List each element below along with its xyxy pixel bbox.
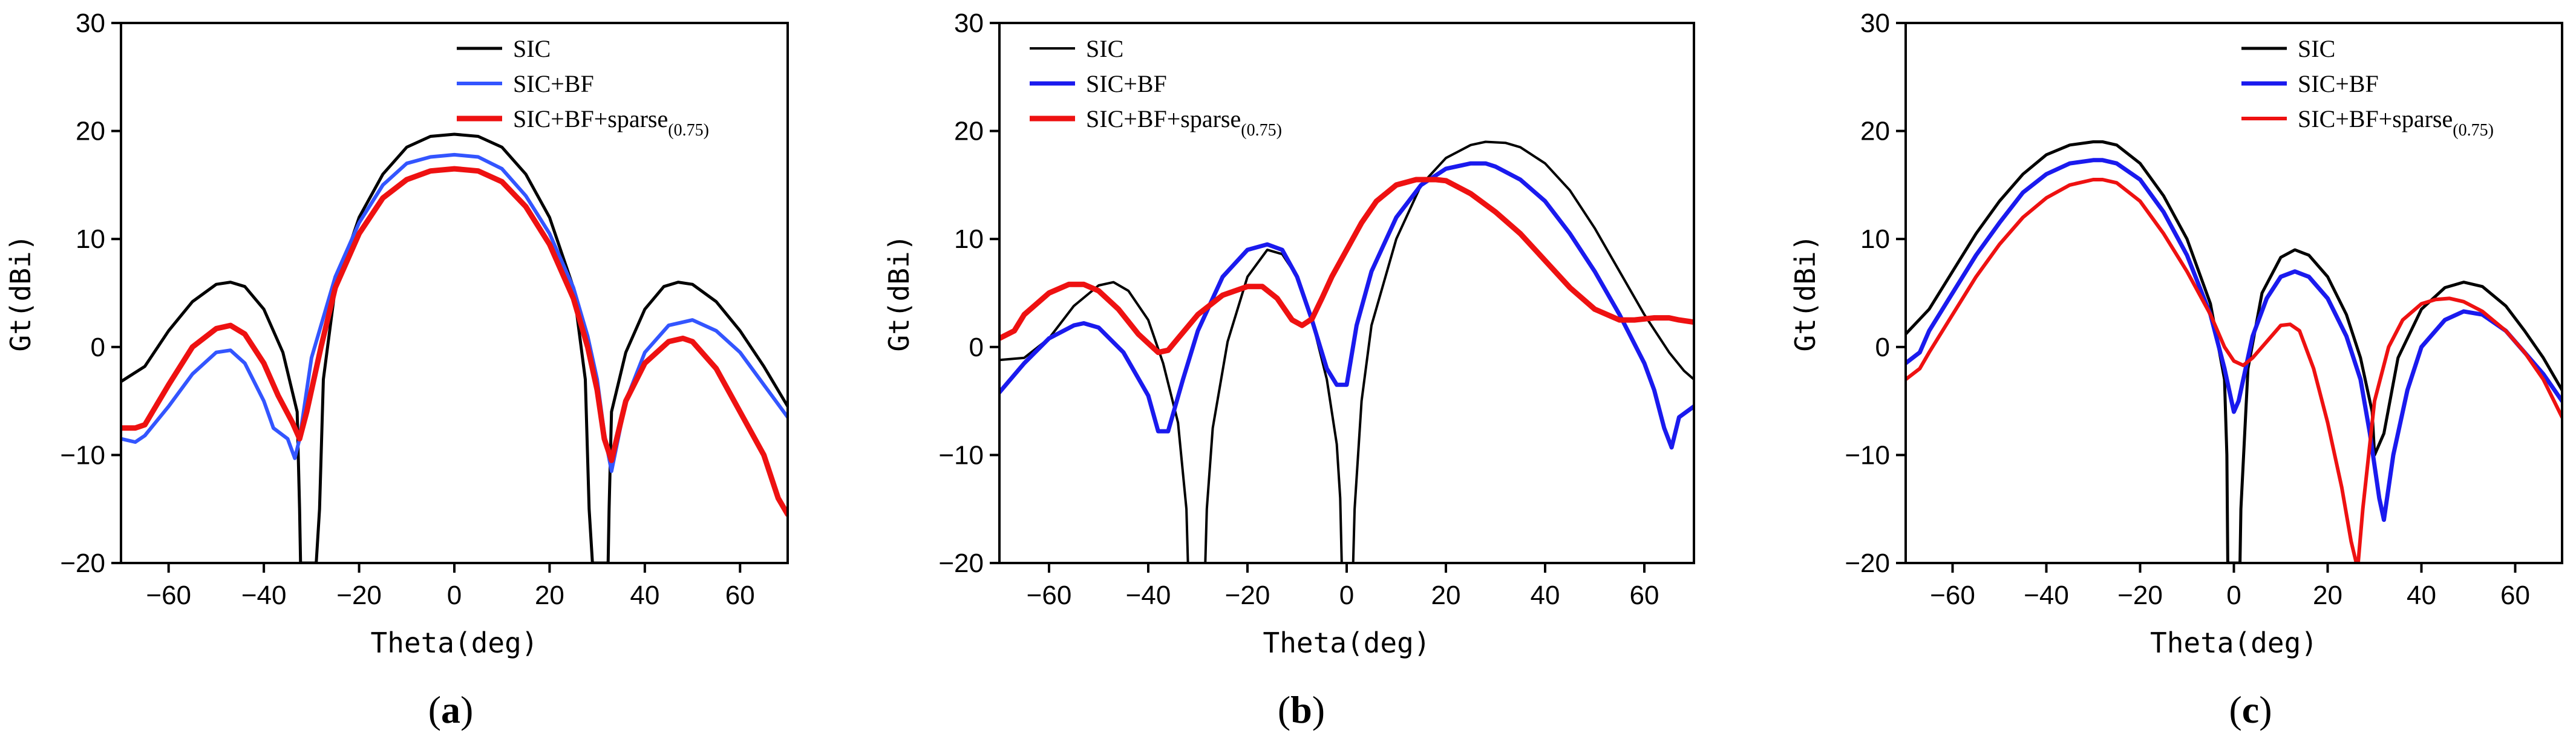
- x-axis-title: Theta(deg): [2150, 627, 2318, 659]
- y-tick-label: 30: [1860, 8, 1890, 38]
- x-tick-label: −60: [146, 581, 191, 610]
- x-tick-label: 0: [2226, 581, 2241, 610]
- series-line-1: [121, 132, 788, 563]
- series-line-1: [999, 140, 1694, 563]
- y-axis-title: Gt(dBi): [883, 235, 915, 352]
- legend-label-2: SIC+BF: [2298, 70, 2379, 97]
- x-axis-title: Theta(deg): [371, 627, 538, 659]
- legend-subscript: (0.75): [668, 121, 709, 140]
- legend-label-2: SIC+BF: [1086, 70, 1167, 97]
- y-tick-label: 10: [76, 224, 105, 254]
- x-tick-label: 60: [2500, 581, 2530, 610]
- y-tick-label: −10: [938, 440, 984, 470]
- x-tick-label: 20: [1431, 581, 1461, 610]
- series-line-3: [999, 177, 1694, 356]
- series-line-2: [999, 161, 1694, 450]
- y-tick-label: 30: [954, 8, 984, 38]
- legend-label-1: SIC: [1086, 35, 1123, 62]
- x-tick-label: 20: [535, 581, 564, 610]
- y-tick-label: 0: [969, 333, 984, 362]
- chart-panel-b: −60 −40 −20 0 20 40 60 −20 −10 0 10 20 30 Theta(deg) G…: [883, 8, 1695, 731]
- x-tick-label: 60: [725, 581, 755, 610]
- y-axis-title: Gt(dBi): [1789, 235, 1822, 352]
- x-tick-label: 0: [447, 581, 462, 610]
- y-tick-label: 20: [76, 117, 105, 146]
- x-tick-label: 40: [1531, 581, 1560, 610]
- x-tick-label: −60: [1930, 581, 1975, 610]
- y-tick-label: −20: [1845, 549, 1890, 578]
- chart-panel-a: −60 −40 −20 0 20 40 60 −20 −10 0 10 20 30 Theta(deg) G…: [4, 8, 789, 731]
- legend-subscript: (0.75): [1241, 121, 1282, 140]
- panel-label: (a): [428, 688, 474, 731]
- legend-label-2: SIC+BF: [513, 70, 594, 97]
- y-tick-label: 10: [1860, 224, 1890, 254]
- y-tick-label: 0: [91, 333, 105, 362]
- x-tick-label: 40: [2407, 581, 2436, 610]
- x-tick-label: −20: [336, 581, 382, 610]
- y-tick-label: 20: [954, 117, 984, 146]
- series-line-3: [121, 166, 788, 518]
- y-tick-label: 0: [1875, 333, 1890, 362]
- x-tick-label: −40: [1126, 581, 1171, 610]
- y-tick-label: 10: [954, 224, 984, 254]
- y-tick-label: −20: [60, 549, 105, 578]
- x-tick-label: −40: [2024, 581, 2069, 610]
- panel-label: (c): [2229, 688, 2272, 731]
- x-tick-label: 40: [630, 581, 659, 610]
- chart-panel-c: −60 −40 −20 0 20 40 60 −20 −10 0 10 20 30 Theta(deg) G…: [1789, 8, 2563, 731]
- series-line-2: [121, 152, 788, 474]
- x-tick-label: 0: [1339, 581, 1354, 610]
- panel-label: (b): [1278, 688, 1325, 731]
- y-axis-title: Gt(dBi): [4, 235, 37, 352]
- series-line-3: [1906, 178, 2562, 563]
- x-tick-label: −20: [2117, 581, 2163, 610]
- x-tick-label: 20: [2313, 581, 2342, 610]
- legend-label-1: SIC: [2298, 35, 2335, 62]
- x-tick-label: −20: [1225, 581, 1270, 610]
- x-tick-label: −60: [1027, 581, 1072, 610]
- y-tick-label: −20: [938, 549, 984, 578]
- y-tick-label: −10: [1845, 440, 1890, 470]
- legend-subscript: (0.75): [2453, 121, 2494, 140]
- y-tick-label: 30: [76, 8, 105, 38]
- legend-label-1: SIC: [513, 35, 551, 62]
- x-tick-label: 60: [1630, 581, 1659, 610]
- y-tick-label: 20: [1860, 117, 1890, 146]
- y-tick-label: −10: [60, 440, 105, 470]
- x-tick-label: −40: [241, 581, 287, 610]
- x-axis-title: Theta(deg): [1263, 627, 1431, 659]
- series-line-2: [1906, 158, 2562, 523]
